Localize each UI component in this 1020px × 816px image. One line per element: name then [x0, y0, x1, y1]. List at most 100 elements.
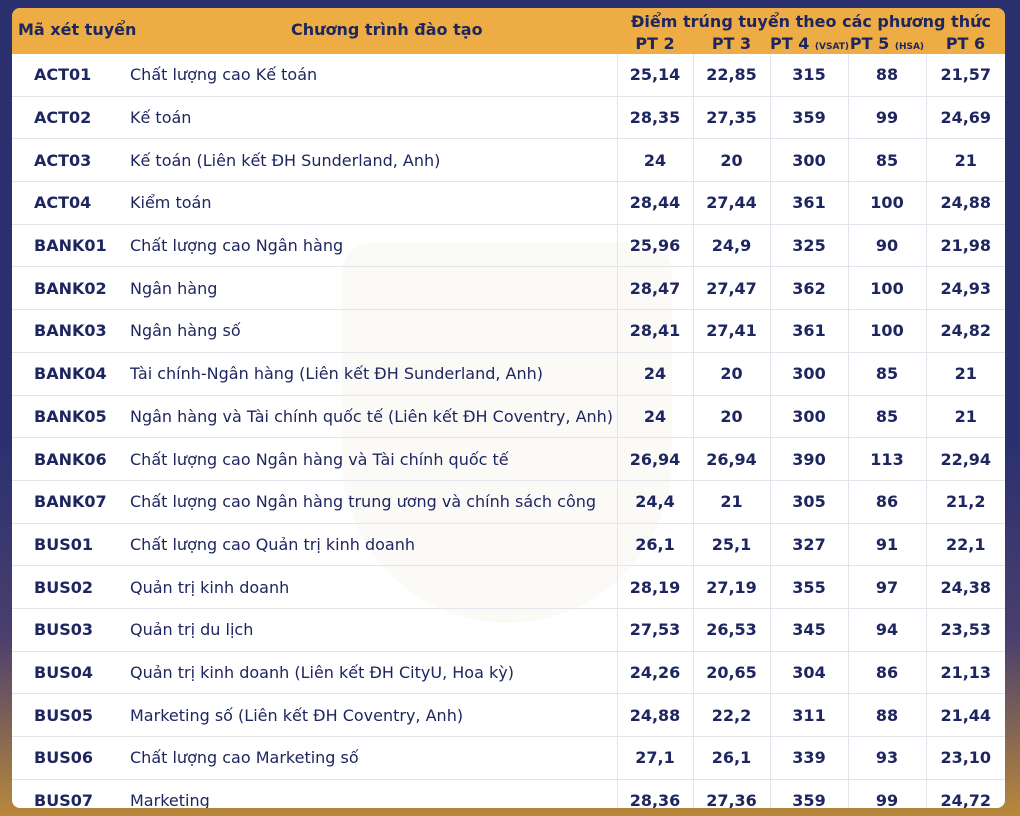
score-cell: 24,93: [925, 266, 1005, 311]
score-cell: 345: [769, 608, 848, 652]
program-code: ACT04: [12, 181, 125, 225]
score-cell: 300: [769, 352, 848, 396]
score-cell: 86: [847, 480, 926, 524]
score-cell: 24,69: [925, 96, 1005, 140]
score-cell: 94: [847, 608, 926, 652]
score-cell: 304: [769, 651, 848, 695]
header-method-pt5: PT 5 (HSA): [849, 34, 925, 53]
score-cell: 85: [847, 395, 926, 439]
score-cell: 27,47: [692, 266, 770, 311]
score-cell: 24: [616, 352, 693, 396]
program-code: BUS06: [12, 736, 125, 780]
score-cell: 26,94: [616, 437, 693, 481]
header-code: Mã xét tuyển: [18, 20, 137, 39]
score-cell: 22,94: [925, 437, 1005, 481]
score-cell: 327: [769, 523, 848, 567]
table-row: BUS05 Marketing số (Liên kết ĐH Coventry,…: [12, 693, 1005, 737]
table-row: ACT02 Kế toán 28,35 27,35 359 99 24,69: [12, 96, 1005, 140]
program-name: Chất lượng cao Quản trị kinh doanh: [125, 523, 617, 567]
score-cell: 27,36: [692, 779, 770, 808]
table-row: ACT01 Chất lượng cao Kế toán 25,14 22,85 315…: [12, 54, 1005, 97]
program-name: Chất lượng cao Ngân hàng: [125, 224, 617, 268]
table-row: BANK05 Ngân hàng và Tài chính quốc tế (Li…: [12, 395, 1005, 439]
program-name: Ngân hàng số: [125, 309, 617, 353]
table-row: BUS06 Chất lượng cao Marketing số 27,1 26,1…: [12, 736, 1005, 780]
program-name: Ngân hàng: [125, 266, 617, 311]
program-code: ACT01: [12, 54, 125, 97]
table-row: BUS01 Chất lượng cao Quản trị kinh doanh 2…: [12, 523, 1005, 567]
program-code: BUS03: [12, 608, 125, 652]
score-cell: 24,4: [616, 480, 693, 524]
score-cell: 24,9: [692, 224, 770, 268]
table-row: BANK02 Ngân hàng 28,47 27,47 362 100 24,93: [12, 266, 1005, 311]
score-cell: 97: [847, 565, 926, 609]
program-code: BUS01: [12, 523, 125, 567]
table-row: BUS02 Quản trị kinh doanh 28,19 27,19 355 97 2…: [12, 565, 1005, 609]
table-row: BANK03 Ngân hàng số 28,41 27,41 361 100 24,82: [12, 309, 1005, 353]
program-name: Kế toán (Liên kết ĐH Sunderland, Anh): [125, 138, 617, 183]
program-code: BUS07: [12, 779, 125, 808]
score-cell: 85: [847, 138, 926, 183]
score-cell: 390: [769, 437, 848, 481]
program-code: BUS05: [12, 693, 125, 737]
score-cell: 28,44: [616, 181, 693, 225]
score-cell: 305: [769, 480, 848, 524]
table-row: BANK06 Chất lượng cao Ngân hàng và Tài ch…: [12, 437, 1005, 481]
score-cell: 27,41: [692, 309, 770, 353]
program-name: Ngân hàng và Tài chính quốc tế (Liên kết…: [125, 395, 617, 439]
header-score-group: Điểm trúng tuyển theo các phương thức: [631, 12, 991, 31]
program-code: BANK02: [12, 266, 125, 311]
table-row: BUS07 Marketing 28,36 27,36 359 99 24,72: [12, 779, 1005, 808]
score-cell: 113: [847, 437, 926, 481]
score-cell: 28,36: [616, 779, 693, 808]
program-code: BUS04: [12, 651, 125, 695]
program-name: Chất lượng cao Marketing số: [125, 736, 617, 780]
header-method-pt4: PT 4 (VSAT): [770, 34, 850, 53]
score-cell: 361: [769, 181, 848, 225]
score-cell: 355: [769, 565, 848, 609]
program-name: Tài chính-Ngân hàng (Liên kết ĐH Sunderl…: [125, 352, 617, 396]
score-cell: 28,35: [616, 96, 693, 140]
table-row: ACT04 Kiểm toán 28,44 27,44 361 100 24,88: [12, 181, 1005, 225]
score-cell: 24,82: [925, 309, 1005, 353]
score-cell: 24,26: [616, 651, 693, 695]
program-name: Chất lượng cao Ngân hàng và Tài chính qu…: [125, 437, 617, 481]
score-cell: 100: [847, 309, 926, 353]
score-cell: 27,35: [692, 96, 770, 140]
score-cell: 28,47: [616, 266, 693, 311]
table-row: BUS04 Quản trị kinh doanh (Liên kết ĐH Ci…: [12, 651, 1005, 695]
score-cell: 88: [847, 693, 926, 737]
table-row: BUS03 Quản trị du lịch 27,53 26,53 345 94 23,5…: [12, 608, 1005, 652]
score-cell: 23,53: [925, 608, 1005, 652]
score-cell: 21: [925, 138, 1005, 183]
score-cell: 300: [769, 138, 848, 183]
score-cell: 339: [769, 736, 848, 780]
score-cell: 21,44: [925, 693, 1005, 737]
score-cell: 100: [847, 181, 926, 225]
score-cell: 28,41: [616, 309, 693, 353]
program-code: BUS02: [12, 565, 125, 609]
program-code: BANK04: [12, 352, 125, 396]
header-method-pt3: PT 3: [711, 34, 752, 53]
table-row: BANK07 Chất lượng cao Ngân hàng trung ươn…: [12, 480, 1005, 524]
header-method-pt6: PT 6: [945, 34, 986, 53]
score-cell: 311: [769, 693, 848, 737]
score-cell: 24,72: [925, 779, 1005, 808]
score-cell: 20: [692, 138, 770, 183]
program-code: BANK06: [12, 437, 125, 481]
score-cell: 27,1: [616, 736, 693, 780]
header-method-pt2: PT 2: [635, 34, 675, 53]
score-cell: 359: [769, 779, 848, 808]
score-cell: 24: [616, 138, 693, 183]
score-cell: 88: [847, 54, 926, 97]
program-name: Marketing: [125, 779, 617, 808]
score-cell: 25,1: [692, 523, 770, 567]
score-cell: 24,88: [925, 181, 1005, 225]
program-code: BANK03: [12, 309, 125, 353]
score-cell: 315: [769, 54, 848, 97]
score-cell: 20: [692, 352, 770, 396]
score-cell: 300: [769, 395, 848, 439]
score-cell: 99: [847, 96, 926, 140]
score-cell: 325: [769, 224, 848, 268]
score-cell: 100: [847, 266, 926, 311]
